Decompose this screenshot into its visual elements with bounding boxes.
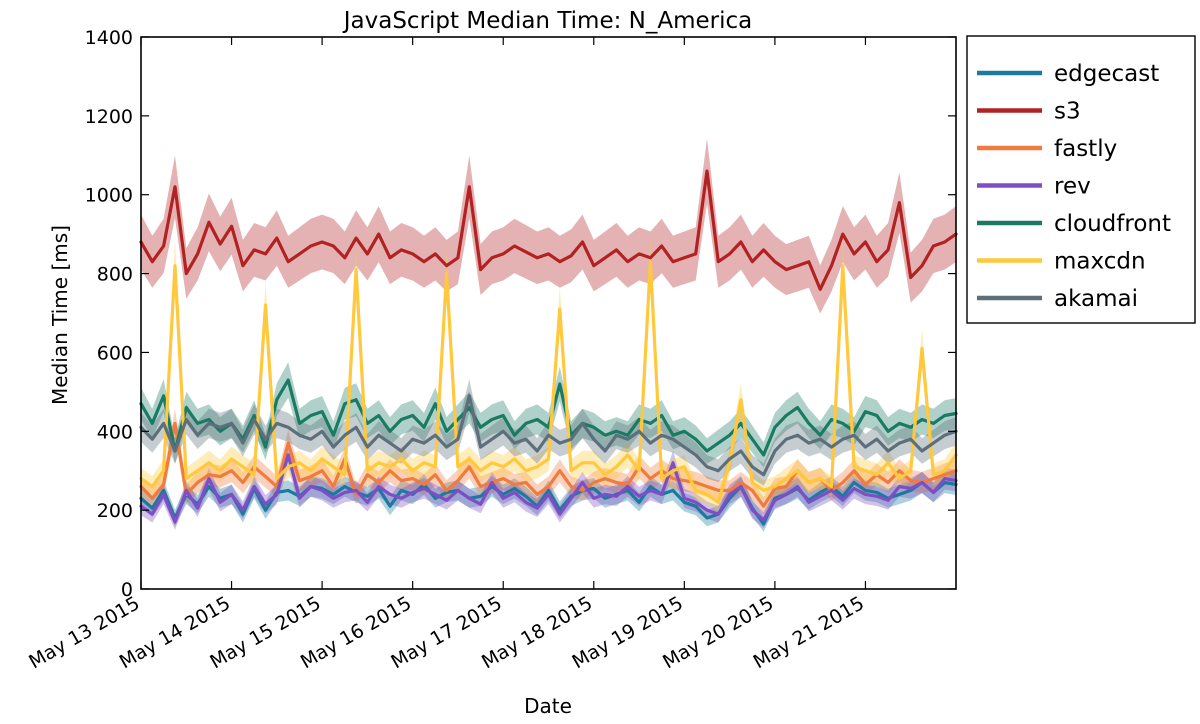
legend-box <box>966 35 1196 324</box>
y-tick-label: 800 <box>97 264 133 286</box>
y-tick-label: 1000 <box>85 185 133 207</box>
y-tick-label: 600 <box>97 342 133 364</box>
x-axis-title: Date <box>524 694 572 718</box>
series-line-s3 <box>139 169 958 291</box>
y-tick-label: 0 <box>121 579 133 601</box>
series-line-maxcdn <box>139 260 958 504</box>
legend-label-maxcdn: maxcdn <box>1054 249 1146 275</box>
band-akamai <box>141 379 956 486</box>
chart-title: JavaScript Median Time: N_America <box>342 8 753 34</box>
series-line-rev <box>139 453 958 524</box>
legend-label-akamai: akamai <box>1054 286 1138 312</box>
legend-label-fastly: fastly <box>1054 136 1117 162</box>
y-tick-label: 400 <box>97 421 133 443</box>
legend-label-rev: rev <box>1054 174 1091 200</box>
y-tick-label: 1400 <box>85 27 133 49</box>
y-tick-label: 1200 <box>85 106 133 128</box>
legend-label-cloudfront: cloudfront <box>1054 211 1171 237</box>
series-line-cloudfront <box>139 378 958 457</box>
legend-label-s3: s3 <box>1054 99 1081 125</box>
legend: edgecast s3 fastly rev cloudfront maxcdn akama… <box>966 35 1196 324</box>
legend-label-edgecast: edgecast <box>1054 61 1159 87</box>
band-s3 <box>141 138 956 314</box>
series-lines <box>139 169 958 526</box>
y-tick-label: 200 <box>97 500 133 522</box>
y-axis-title: Median Time [ms] <box>48 225 72 405</box>
series-line-akamai <box>139 394 958 477</box>
plot-frame <box>140 36 957 590</box>
